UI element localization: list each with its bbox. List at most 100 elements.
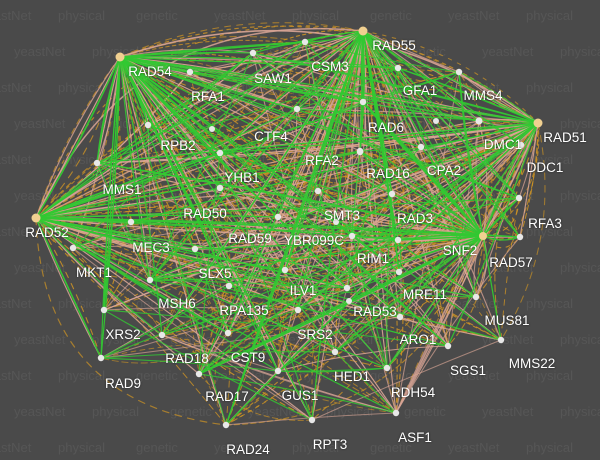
node-yhb1[interactable] (216, 149, 224, 157)
node-rfa3[interactable] (515, 194, 523, 202)
graph-edge (225, 235, 353, 426)
graph-edge (35, 217, 229, 334)
graph-edge (119, 56, 151, 281)
node-snf2[interactable] (479, 232, 487, 240)
node-rad50[interactable] (216, 184, 224, 192)
node-ctf4[interactable] (293, 105, 301, 113)
node-mms22[interactable] (497, 336, 505, 344)
graph-edge (35, 217, 163, 336)
node-csm3[interactable] (301, 38, 309, 46)
graph-edge (395, 236, 521, 414)
node-rpa135[interactable] (225, 282, 233, 290)
node-rfa1[interactable] (186, 68, 194, 76)
node-sgs1[interactable] (444, 342, 452, 350)
node-gfa1[interactable] (394, 64, 402, 72)
node-rad59[interactable] (274, 213, 282, 221)
node-gus1[interactable] (274, 367, 282, 375)
node-saw1[interactable] (249, 49, 257, 57)
node-msh6[interactable] (146, 276, 154, 284)
graph-edge (161, 190, 319, 336)
node-dmc1[interactable] (475, 117, 483, 125)
graph-edge (130, 221, 484, 240)
graph-edge (149, 197, 520, 281)
graph-edge (119, 56, 400, 273)
graph-edge (362, 30, 539, 124)
node-rpt3[interactable] (308, 416, 316, 424)
node-rad6[interactable] (359, 98, 367, 106)
node-mec3[interactable] (127, 218, 135, 226)
graph-edge (317, 190, 502, 341)
graph-edge (304, 41, 539, 124)
node-rad18[interactable] (158, 331, 166, 339)
node-ilv1[interactable] (281, 266, 289, 274)
graph-edge (397, 67, 477, 298)
node-rad55[interactable] (358, 26, 368, 36)
graph-edge (518, 122, 539, 199)
node-rad51[interactable] (533, 118, 543, 128)
graph-edge (189, 71, 286, 271)
node-unlabeled[interactable] (433, 118, 439, 124)
graph-edge (149, 52, 254, 281)
graph-edge (311, 30, 364, 421)
node-mms1[interactable] (93, 159, 101, 167)
graph-edge (482, 197, 520, 237)
node-mre11[interactable] (395, 268, 403, 276)
node-mkt1[interactable] (69, 244, 77, 252)
graph-edge (119, 56, 348, 289)
graph-edge (482, 235, 502, 341)
node-rad3[interactable] (388, 190, 396, 198)
node-asf1[interactable] (392, 409, 400, 417)
graph-edge (397, 67, 539, 124)
node-mms4[interactable] (455, 68, 463, 76)
graph-edge (346, 239, 399, 289)
graph-edge (100, 357, 279, 372)
node-rad52[interactable] (31, 213, 41, 223)
node-rad17[interactable] (195, 370, 203, 378)
graph-edge (35, 217, 336, 353)
graph-edge (119, 56, 163, 336)
graph-edge (362, 30, 521, 238)
node-rad54[interactable] (115, 52, 125, 62)
graph-edge (103, 122, 539, 311)
node-unlabeled[interactable] (346, 298, 352, 304)
graph-edge (362, 30, 449, 347)
graph-edge (198, 193, 393, 375)
graph-edge (386, 235, 484, 369)
node-rpb2[interactable] (144, 121, 152, 129)
graph-edge (35, 217, 227, 426)
graph-edge (334, 144, 522, 353)
graph-edge (311, 122, 539, 421)
node-mus81[interactable] (472, 293, 480, 301)
node-unlabeled[interactable] (209, 126, 215, 132)
node-slx5[interactable] (191, 245, 199, 253)
node-rad16[interactable] (356, 147, 364, 155)
graph-edge (119, 56, 449, 347)
graph-edge (119, 56, 336, 353)
node-hed1[interactable] (331, 348, 339, 356)
graph-edge (351, 150, 361, 237)
node-smt3[interactable] (314, 187, 322, 195)
node-rdh54[interactable] (383, 364, 391, 372)
node-rim1[interactable] (394, 236, 402, 244)
graph-edge (149, 30, 364, 281)
graph-edge (119, 56, 449, 347)
graph-edge (362, 30, 422, 148)
node-ddc1[interactable] (517, 141, 525, 149)
graph-edge (35, 70, 539, 219)
node-rad53[interactable] (343, 284, 351, 292)
graph-edge (35, 217, 102, 359)
node-xrs2[interactable] (100, 306, 108, 314)
node-rad9[interactable] (97, 354, 105, 362)
node-cpa2[interactable] (417, 143, 425, 151)
node-srs2[interactable] (294, 306, 302, 314)
node-aro1[interactable] (396, 313, 404, 321)
node-rad57[interactable] (516, 233, 524, 241)
graph-edge (362, 30, 521, 238)
node-ybr099c[interactable] (348, 232, 356, 240)
node-cst9[interactable] (224, 329, 232, 337)
node-unlabeled[interactable] (333, 219, 339, 225)
node-rad24[interactable] (222, 421, 230, 429)
graph-edge (119, 41, 306, 58)
